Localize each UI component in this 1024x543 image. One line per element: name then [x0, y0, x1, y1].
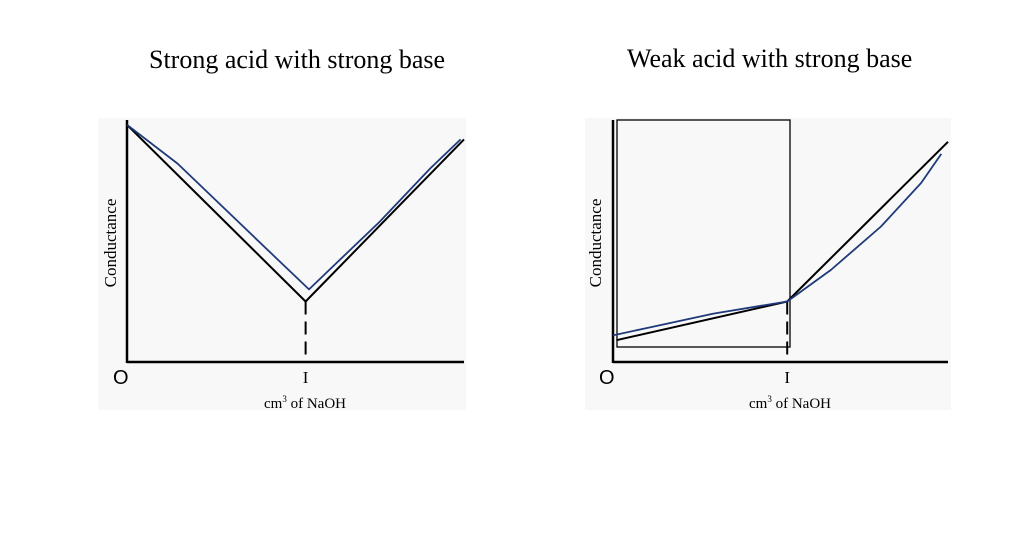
left-series-line-2	[126, 124, 462, 291]
left-chart: O I Conductance cm3 of NaOH	[101, 120, 465, 412]
right-series-line-2	[612, 153, 943, 337]
right-x-axis-label: cm3 of NaOH	[749, 394, 831, 412]
chart-title-strong-acid: Strong acid with strong base	[149, 45, 446, 74]
left-origin-label: O	[113, 367, 129, 389]
left-x-axis-label: cm3 of NaOH	[264, 394, 346, 412]
left-y-axis-label: Conductance	[101, 199, 120, 288]
left-series-line-1	[126, 124, 465, 303]
right-series-group	[612, 141, 949, 342]
right-chart: O I Conductance cm3 of NaOH	[586, 119, 949, 412]
right-origin-label: O	[599, 367, 615, 389]
right-equivalence-label: I	[784, 368, 790, 387]
right-y-axis-label: Conductance	[586, 199, 605, 288]
left-equivalence-label: I	[303, 368, 309, 387]
left-series-group	[126, 124, 465, 303]
chart-title-weak-acid: Weak acid with strong base	[627, 44, 913, 73]
right-highlight-box	[616, 119, 791, 348]
right-series-line-1	[616, 141, 949, 342]
